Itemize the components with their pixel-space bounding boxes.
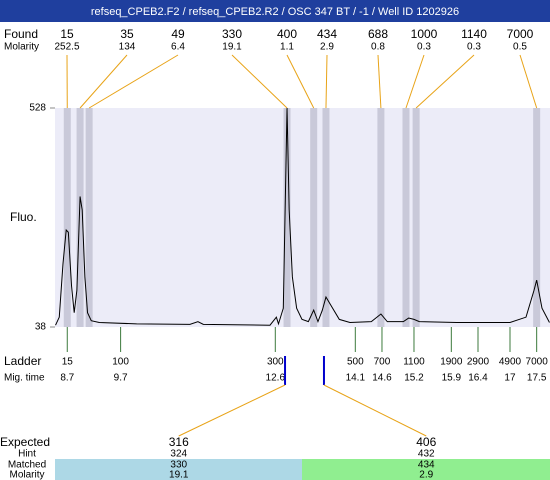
expected-size: 316 — [169, 435, 189, 449]
hint-size: 432 — [418, 449, 435, 460]
ladder-size: 2900 — [467, 357, 490, 368]
expected-label: Expected — [0, 435, 50, 449]
found-molarity-label: Molarity — [4, 42, 39, 53]
y-axis-label: Fluo. — [10, 210, 37, 224]
title-bar — [0, 0, 550, 22]
ladder-size: 100 — [112, 357, 129, 368]
ladder-size: 500 — [347, 357, 364, 368]
peak-band — [377, 108, 385, 327]
found-molarity: 0.8 — [371, 42, 385, 53]
found-size: 330 — [222, 27, 242, 41]
found-size: 15 — [60, 27, 74, 41]
found-connector — [88, 54, 179, 109]
ladder-size: 1900 — [440, 357, 463, 368]
y-tick-label: 528 — [29, 103, 46, 114]
matched-size: 330 — [170, 460, 187, 471]
found-molarity: 252.5 — [54, 42, 79, 53]
found-size: 49 — [171, 27, 185, 41]
found-connector — [519, 54, 538, 109]
found-connector — [231, 54, 288, 109]
matched-size: 434 — [418, 460, 435, 471]
found-molarity: 6.4 — [171, 42, 185, 53]
peak-band — [85, 108, 93, 327]
found-label: Found — [4, 27, 38, 41]
found-size: 1000 — [411, 27, 438, 41]
expected-molarity: 2.9 — [419, 470, 433, 480]
mig-time: 17.5 — [527, 373, 547, 384]
mig-time-label: Mig. time — [4, 373, 45, 384]
mig-time: 12.6 — [266, 373, 286, 384]
ladder-size: 15 — [62, 357, 74, 368]
peak-band — [533, 108, 541, 327]
found-size: 7000 — [507, 27, 534, 41]
expected-cell — [55, 459, 302, 480]
found-molarity: 1.1 — [280, 42, 294, 53]
found-size: 434 — [317, 27, 337, 41]
ladder-size: 4900 — [499, 357, 522, 368]
found-connector — [377, 54, 382, 109]
found-connector — [286, 54, 315, 109]
expected-size: 406 — [416, 435, 436, 449]
ladder-size: 300 — [267, 357, 284, 368]
hint-label: Hint — [18, 449, 36, 460]
expected-molarity-label: Molarity — [9, 470, 44, 480]
found-size: 1140 — [461, 27, 487, 41]
found-molarity: 0.3 — [467, 42, 481, 53]
mig-time: 14.1 — [346, 373, 366, 384]
expected-molarity: 19.1 — [169, 470, 189, 480]
found-size: 400 — [277, 27, 297, 41]
ladder-size: 7000 — [526, 357, 549, 368]
mig-time: 14.6 — [372, 373, 392, 384]
found-connector — [415, 54, 475, 109]
found-molarity: 2.9 — [320, 42, 334, 53]
ladder-size: 700 — [374, 357, 391, 368]
found-molarity: 0.5 — [513, 42, 527, 53]
expected-connector — [178, 384, 286, 437]
ladder-size: 1100 — [403, 357, 425, 368]
trace — [55, 107, 550, 326]
found-connector — [405, 54, 425, 109]
found-connector — [325, 54, 328, 109]
plot-area — [55, 108, 550, 327]
expected-connector — [323, 384, 427, 437]
found-size: 35 — [120, 27, 134, 41]
expected-cell — [302, 459, 550, 480]
ladder-label: Ladder — [4, 354, 41, 368]
found-molarity: 0.3 — [417, 42, 431, 53]
mig-time: 15.9 — [442, 373, 462, 384]
mig-time: 9.7 — [114, 373, 128, 384]
mig-time: 15.2 — [404, 373, 424, 384]
found-size: 688 — [368, 27, 388, 41]
mig-time: 17 — [504, 373, 516, 384]
matched-label: Matched — [8, 460, 46, 471]
peak-band — [76, 108, 84, 327]
mig-time: 16.4 — [468, 373, 488, 384]
peak-band — [412, 108, 420, 327]
found-molarity: 19.1 — [222, 42, 242, 53]
found-molarity: 134 — [119, 42, 136, 53]
peak-band — [322, 108, 330, 327]
found-connector — [79, 54, 128, 109]
peak-band — [63, 108, 71, 327]
hint-size: 324 — [170, 449, 187, 460]
y-tick-label: 38 — [35, 322, 47, 333]
chart-title: refseq_CPEB2.F2 / refseq_CPEB2.R2 / OSC … — [91, 6, 459, 18]
peak-band — [283, 108, 291, 327]
peak-band — [310, 108, 318, 327]
mig-time: 8.7 — [60, 373, 74, 384]
peak-band — [402, 108, 410, 327]
